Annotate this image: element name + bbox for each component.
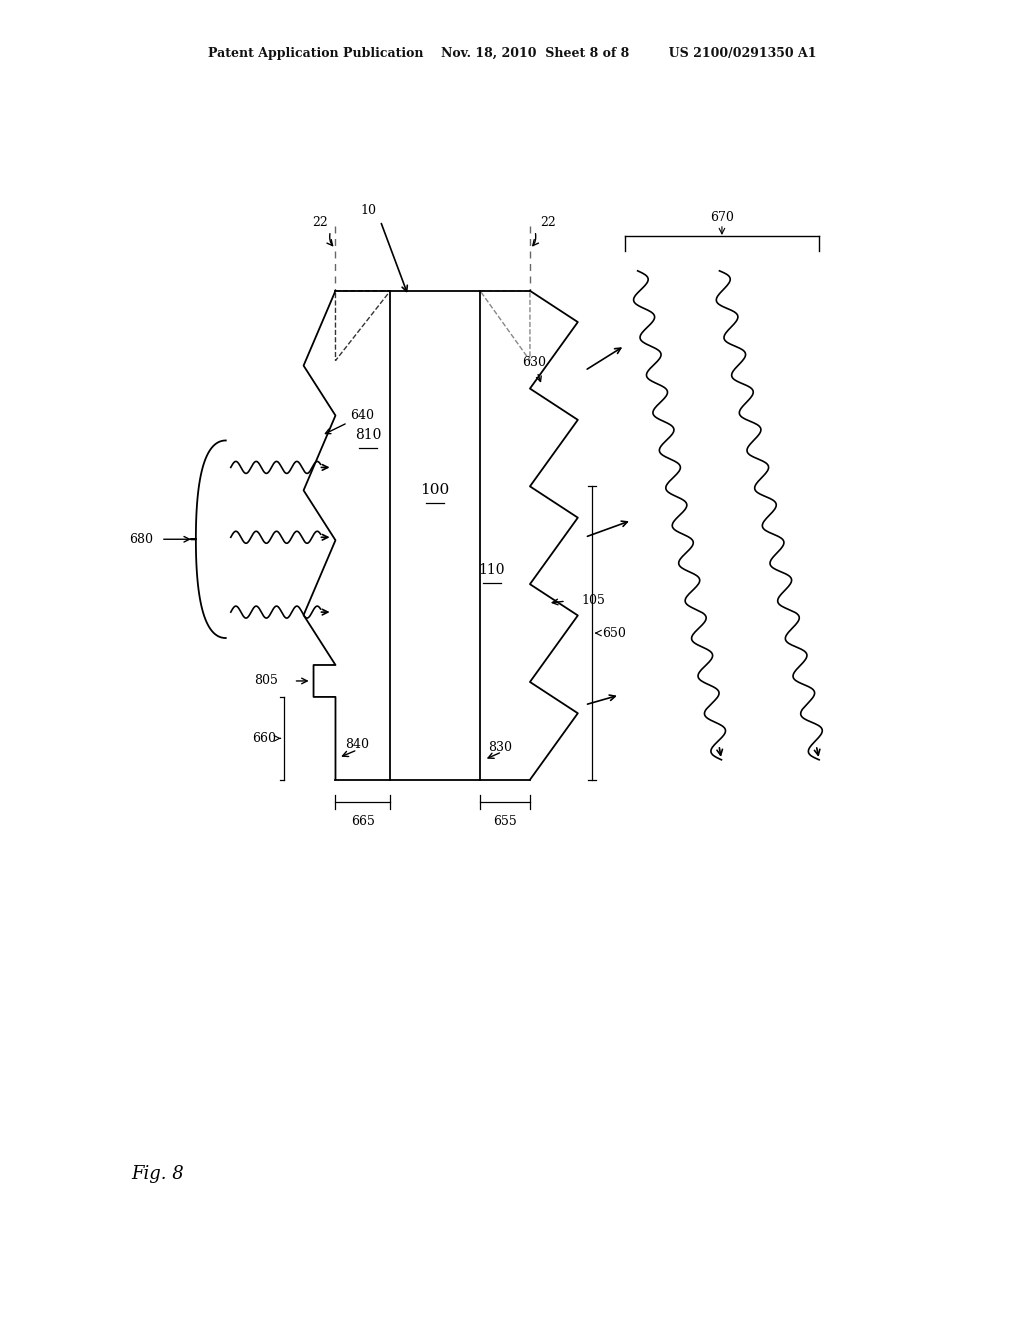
Text: 650: 650: [602, 627, 626, 640]
Text: Fig. 8: Fig. 8: [131, 1166, 183, 1183]
Text: 640: 640: [326, 409, 375, 434]
Text: 655: 655: [494, 816, 517, 828]
Text: 805: 805: [254, 675, 278, 688]
Text: 22: 22: [311, 216, 328, 230]
Text: 670: 670: [710, 211, 734, 224]
Text: 22: 22: [540, 216, 556, 230]
Text: 100: 100: [421, 483, 450, 498]
Text: 830: 830: [488, 742, 512, 754]
Text: 10: 10: [360, 205, 377, 218]
Text: 660: 660: [252, 731, 275, 744]
Text: 105: 105: [582, 594, 605, 607]
Text: 840: 840: [345, 738, 370, 751]
Text: 110: 110: [479, 564, 505, 577]
Text: 665: 665: [351, 816, 375, 828]
Text: 810: 810: [355, 429, 382, 442]
Text: 630: 630: [522, 356, 546, 381]
Text: Patent Application Publication    Nov. 18, 2010  Sheet 8 of 8         US 2100/02: Patent Application Publication Nov. 18, …: [208, 46, 816, 59]
Text: 680: 680: [129, 533, 153, 545]
